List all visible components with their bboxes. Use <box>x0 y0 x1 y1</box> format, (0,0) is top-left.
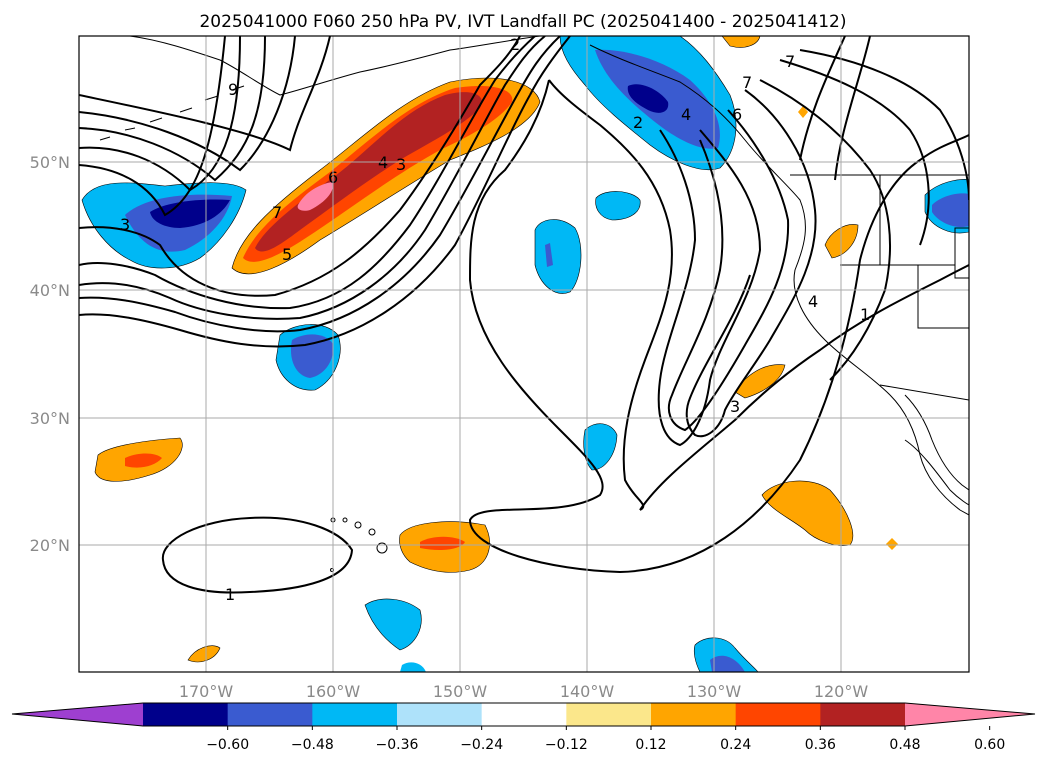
lon-label: 130°W <box>687 682 742 701</box>
pv-shading <box>81 36 969 672</box>
map-area: 2 7 6 9 3 7 6 5 4 3 2 4 7 1 4 3 1 <box>78 35 970 673</box>
contour-label: 4 <box>808 292 818 311</box>
colorbar-tick-label: 0.24 <box>720 737 751 753</box>
contour-label: 2 <box>633 113 643 132</box>
colorbar-tick-label: −0.12 <box>545 737 588 753</box>
negative-pv-blob-central <box>534 219 582 294</box>
colorbar-outline <box>11 702 1036 727</box>
colorbar-segment <box>566 703 652 726</box>
positive-pv-blob-coast <box>734 364 786 399</box>
positive-pv-blob-small-3 <box>886 538 898 550</box>
mexico-mainland <box>904 439 969 506</box>
contour-label: 3 <box>120 215 130 234</box>
lat-label: 40°N <box>30 281 70 300</box>
colorbar-segment <box>481 703 567 726</box>
mexico-border <box>879 384 969 401</box>
negative-pv-blob-south <box>583 423 618 471</box>
lat-label: 30°N <box>30 409 70 428</box>
contour-label: 4 <box>681 105 691 124</box>
contour-label: 7 <box>272 203 282 222</box>
hawaiian-islands <box>330 517 388 572</box>
positive-pv-band-darkred <box>255 92 482 252</box>
colorbar-segment <box>397 703 483 726</box>
contour-label: 1 <box>860 305 870 324</box>
colorbar-segment <box>735 703 821 726</box>
contour-label: 1 <box>225 585 235 604</box>
map-frame <box>78 35 970 673</box>
lat-label: 50°N <box>30 153 70 172</box>
lon-label: 140°W <box>560 682 615 701</box>
positive-pv-blob-small-2 <box>798 106 808 118</box>
colorbar-tick-label: 0.48 <box>889 737 920 753</box>
lon-label: 120°W <box>814 682 869 701</box>
state-line-3 <box>917 265 969 329</box>
negative-pv-blob-bottom-core <box>710 655 745 672</box>
colorbar-tick-label: −0.24 <box>460 737 503 753</box>
lat-labels: 50°N 40°N 30°N 20°N <box>30 153 70 555</box>
contour-label: 3 <box>396 155 406 174</box>
contour-label: 7 <box>742 73 752 92</box>
negative-pv-blob-east-core <box>932 193 969 228</box>
contour-label: 7 <box>785 52 795 71</box>
aleutian-islands <box>99 85 245 141</box>
lon-label: 170°W <box>179 682 234 701</box>
colorbar-tick-label: 0.60 <box>974 737 1005 753</box>
colorbar-tick-label: −0.60 <box>206 737 249 753</box>
lon-label: 160°W <box>306 682 361 701</box>
colorbar-extend-high <box>905 703 1035 726</box>
contour-label: 6 <box>732 105 742 124</box>
negative-pv-blob-central-core <box>545 243 553 267</box>
colorbar-segment <box>227 703 313 726</box>
ivt-contours <box>79 36 969 594</box>
lon-labels: 170°W 160°W 150°W 140°W 130°W 120°W <box>179 682 869 701</box>
colorbar-tick-label: −0.48 <box>291 737 334 753</box>
map-title: 2025041000 F060 250 hPa PV, IVT Landfall… <box>199 12 846 32</box>
positive-pv-blob-west-core <box>125 453 162 468</box>
state-line-4 <box>954 227 969 279</box>
coastlines <box>99 36 969 516</box>
contour-label: 3 <box>730 397 740 416</box>
colorbar-segments <box>12 703 1035 726</box>
positive-pv-blob-small-1 <box>187 645 221 663</box>
contour-label: 5 <box>282 245 292 264</box>
colorbar-tick-label: −0.36 <box>376 737 419 753</box>
colorbar-segment <box>820 703 906 726</box>
lat-label: 20°N <box>30 536 70 555</box>
colorbar-ticks: −0.60 −0.48 −0.36 −0.24 −0.12 0.12 0.24 0.36 0.4… <box>206 726 1005 753</box>
bc-coast <box>589 44 969 516</box>
negative-pv-gulf-alaska-core <box>627 84 669 113</box>
colorbar-extend-low <box>12 703 143 726</box>
negative-pv-blob-hawaii <box>364 598 422 651</box>
colorbar-tick-label: 0.36 <box>805 737 836 753</box>
colorbar-segment <box>312 703 398 726</box>
negative-pv-blob-north <box>595 191 641 221</box>
colorbar-segment <box>143 703 229 726</box>
colorbar-segment <box>651 703 737 726</box>
contour-label: 9 <box>228 80 238 99</box>
negative-pv-blob-bottom2 <box>400 662 426 672</box>
colorbar-tick-label: 0.12 <box>635 737 666 753</box>
colorbar: −0.60 −0.48 −0.36 −0.24 −0.12 0.12 0.24 0.36 0.4… <box>11 702 1036 753</box>
positive-pv-band-pink <box>297 182 333 211</box>
positive-pv-blob-hawaii-core <box>420 536 465 550</box>
negative-pv-blob-bottom <box>693 637 759 672</box>
baja-coast <box>904 394 969 491</box>
gridlines <box>79 36 969 672</box>
contour-label: 2 <box>510 35 520 54</box>
lon-label: 150°W <box>433 682 488 701</box>
negative-pv-west-core <box>150 199 230 228</box>
